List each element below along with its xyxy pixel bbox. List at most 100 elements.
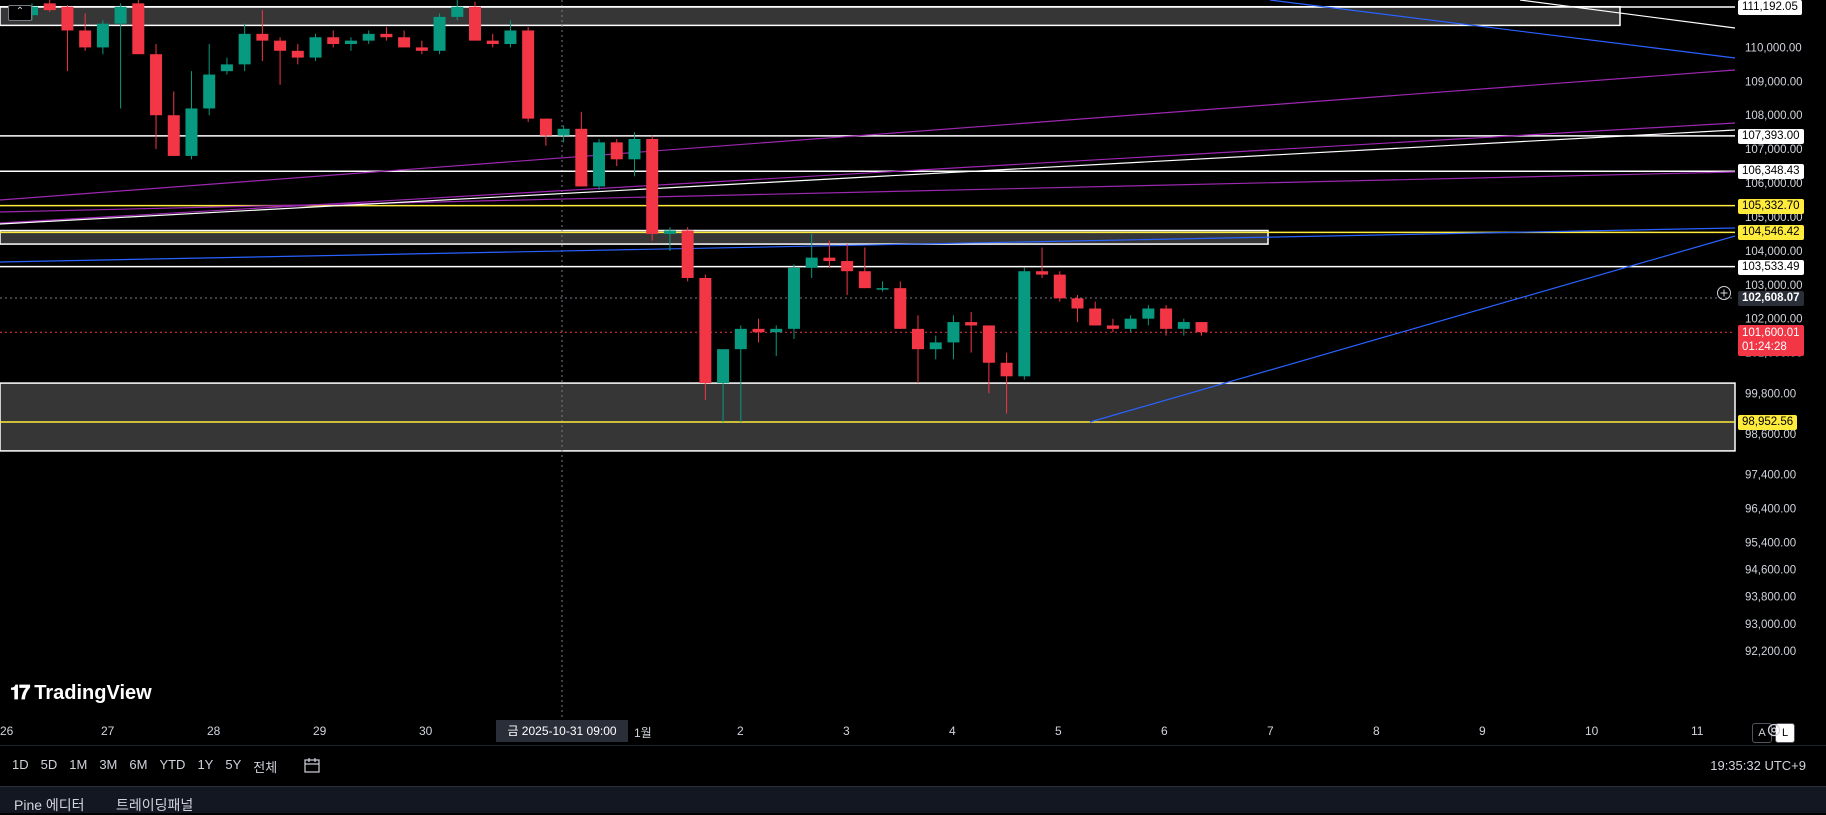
candle-down: [132, 3, 145, 55]
candle-down: [167, 115, 180, 156]
price-level-label: 106,348.43: [1738, 164, 1804, 180]
candle-down: [982, 325, 995, 363]
candle-down: [274, 40, 287, 51]
trend-line: [1519, 0, 1736, 29]
candle-countdown: 01:24:28: [1742, 341, 1787, 354]
range-button[interactable]: 1D: [12, 756, 29, 772]
trend-line: [0, 227, 1736, 263]
candle-up: [717, 349, 730, 384]
trend-line: [0, 129, 1736, 225]
candle-down: [858, 271, 871, 289]
zone-box: [0, 5, 1621, 27]
candle-down: [752, 328, 765, 333]
range-button[interactable]: 전체: [253, 759, 278, 775]
candle-down: [256, 33, 269, 41]
price-axis-tick: 98,600.00: [1745, 429, 1796, 441]
candle-up: [876, 288, 889, 290]
candle-up: [628, 138, 641, 160]
trend-line: [0, 171, 1736, 213]
candle-up: [805, 257, 818, 268]
candle-up: [929, 342, 942, 350]
bottom-toolbar: 1D 5D 1M 3M 6M YTD 1Y 5Y 전체 19:35:32 UTC+9: [0, 745, 1826, 786]
time-axis-tick: 4: [949, 724, 956, 738]
candle-down: [150, 54, 163, 116]
candle-down: [1160, 308, 1173, 329]
tab-trading-panel[interactable]: 트레이딩패널: [116, 797, 194, 813]
date-range-group: 1D 5D 1M 3M 6M YTD 1Y 5Y 전체: [6, 757, 283, 776]
price-axis-tick: 95,400.00: [1745, 537, 1796, 549]
candle-up: [26, 6, 38, 16]
candle-down: [327, 37, 340, 45]
range-button[interactable]: YTD: [159, 756, 186, 772]
price-axis-tick: 105,000.00: [1745, 212, 1803, 224]
candle-up: [451, 6, 464, 17]
candle-up: [734, 328, 747, 350]
candle-down: [1195, 322, 1208, 333]
price-axis-tick: 92,200.00: [1745, 646, 1796, 658]
log-scale-button[interactable]: L: [1775, 723, 1795, 743]
candle-down: [1106, 325, 1119, 329]
tradingview-logo[interactable]: 𝟏𝟕 TradingView: [10, 682, 152, 705]
range-button[interactable]: 3M: [99, 756, 118, 772]
price-level-label: 107,393.00: [1738, 128, 1804, 144]
candle-up: [787, 267, 800, 329]
time-axis-tick: 8: [1373, 724, 1380, 738]
chart-area[interactable]: 111,192.05 110,000.00 109,000.00 108,000.00…: [0, 0, 1826, 743]
candle-up: [1177, 322, 1190, 329]
candle-up: [1124, 318, 1137, 329]
add-alert-icon[interactable]: [1716, 285, 1732, 301]
price-axis-tick: 99,800.00: [1745, 388, 1796, 400]
time-axis-tick: 11: [1691, 724, 1704, 738]
candle-down: [79, 30, 92, 48]
price-axis-tick: 104,000.00: [1745, 246, 1803, 258]
trend-line: [1269, 0, 1736, 59]
range-button[interactable]: 5D: [40, 756, 58, 772]
range-button[interactable]: 6M: [129, 756, 148, 772]
gear-icon[interactable]: [1766, 722, 1782, 738]
auto-scale-button[interactable]: A: [1752, 723, 1772, 743]
timezone-clock[interactable]: 19:35:32 UTC+9: [1710, 758, 1806, 773]
price-level-label: 102,608.07: [1738, 291, 1804, 307]
candle-up: [433, 16, 446, 51]
bottom-panel-tabs: Pine 에디터 트레이딩패널: [0, 786, 1826, 813]
range-button[interactable]: 1Y: [197, 756, 214, 772]
price-level-label: 111,192.05: [1738, 0, 1802, 15]
candle-down: [1000, 362, 1013, 377]
time-axis-tick: 28: [207, 724, 221, 738]
range-button[interactable]: 1M: [69, 756, 88, 772]
price-axis-tick: 96,400.00: [1745, 504, 1796, 516]
candle-up: [96, 23, 109, 48]
candle-up: [557, 128, 570, 136]
candle-down: [380, 33, 393, 38]
time-axis-tick: 10: [1585, 724, 1599, 738]
candle-down: [1036, 271, 1049, 275]
candle-down: [1089, 308, 1102, 326]
candle-down: [291, 50, 304, 58]
candle-down: [646, 138, 659, 234]
price-axis-tick: 93,000.00: [1745, 619, 1796, 631]
candle-down: [486, 40, 499, 45]
price-level-label: 98,952.56: [1738, 415, 1798, 430]
tab-pine-editor[interactable]: Pine 에디터: [14, 797, 85, 813]
crosshair-time-label: 금 2025-10-31 09:00: [496, 720, 628, 742]
candle-down: [539, 118, 552, 136]
candle-down: [823, 257, 836, 262]
candle-down: [398, 37, 411, 48]
trend-line: [0, 69, 1736, 201]
collapse-toolbar-button[interactable]: ⌃: [8, 5, 32, 21]
time-axis-tick: 1월: [634, 726, 652, 740]
calendar-range-icon[interactable]: [301, 755, 323, 777]
candle-up: [114, 6, 127, 24]
candle-up: [947, 322, 960, 343]
candle-up: [220, 64, 233, 72]
candle-up: [344, 40, 357, 45]
candle-up: [238, 33, 251, 65]
price-axis-tick: 109,000.00: [1745, 76, 1803, 88]
price-level-label: 105,332.70: [1738, 198, 1804, 214]
candle-up: [309, 37, 322, 58]
range-button[interactable]: 5Y: [225, 756, 242, 772]
price-chart[interactable]: 111,192.05 110,000.00 109,000.00 108,000.00…: [0, 0, 1826, 740]
candle-down: [912, 328, 924, 350]
logo-text: TradingView: [34, 682, 152, 704]
time-axis-tick: 26: [0, 724, 14, 738]
